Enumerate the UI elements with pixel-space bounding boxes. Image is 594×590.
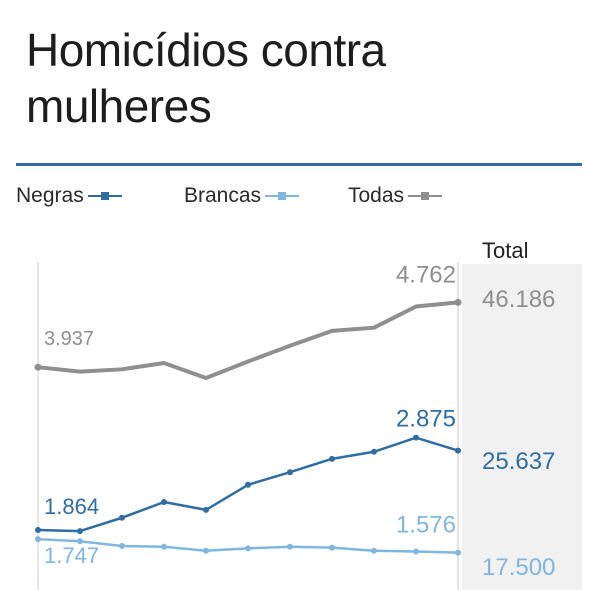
data-point-todas-2005 xyxy=(34,363,42,371)
total-value-todas: 46.186 xyxy=(482,286,555,313)
legend-item-negras[interactable]: Negras xyxy=(16,184,122,208)
data-point-negras-2011 xyxy=(287,469,293,476)
last-value-label-negras: 2.875 xyxy=(396,406,456,433)
data-point-brancas-2011 xyxy=(287,543,293,550)
legend-label-negras: Negras xyxy=(16,184,84,207)
data-point-negras-2008 xyxy=(161,499,167,506)
first-value-label-brancas: 1.747 xyxy=(44,543,99,568)
data-point-todas-2015 xyxy=(454,298,462,306)
total-value-negras: 25.637 xyxy=(482,448,555,475)
data-point-brancas-2015 xyxy=(455,549,461,556)
data-point-negras-2012 xyxy=(329,455,335,462)
first-value-label-negras: 1.864 xyxy=(44,494,99,519)
data-point-brancas-2005 xyxy=(35,536,41,543)
data-point-brancas-2010 xyxy=(245,545,251,552)
data-point-negras-2013 xyxy=(371,448,377,455)
data-point-brancas-2013 xyxy=(371,547,377,554)
data-point-brancas-2009 xyxy=(203,547,209,554)
data-point-negras-2005 xyxy=(35,526,41,533)
data-point-brancas-2014 xyxy=(413,548,419,555)
total-value-brancas: 17.500 xyxy=(482,554,555,581)
last-value-label-brancas: 1.576 xyxy=(396,512,456,539)
data-point-brancas-2008 xyxy=(161,543,167,550)
chart-title: Homicídios contra mulheres xyxy=(26,24,386,132)
legend-swatch-todas xyxy=(408,189,443,203)
data-point-negras-2009 xyxy=(203,506,209,513)
data-point-negras-2007 xyxy=(119,514,125,521)
data-point-negras-2010 xyxy=(245,481,251,488)
legend-item-todas[interactable]: Todas xyxy=(348,184,443,208)
data-point-brancas-2006 xyxy=(77,538,83,545)
first-value-label-todas: 3.937 xyxy=(44,328,94,350)
legend-label-brancas: Brancas xyxy=(184,184,262,207)
data-point-brancas-2012 xyxy=(329,544,335,551)
data-point-negras-2015 xyxy=(455,447,461,454)
totals-header: Total xyxy=(482,238,528,263)
data-point-negras-2014 xyxy=(413,434,419,441)
data-point-brancas-2007 xyxy=(119,543,125,550)
legend-label-todas: Todas xyxy=(348,184,405,207)
last-value-label-todas: 4.762 xyxy=(396,261,456,288)
legend-swatch-brancas xyxy=(265,189,300,203)
legend-swatch-negras xyxy=(87,189,122,203)
title-divider xyxy=(16,163,582,166)
data-point-negras-2006 xyxy=(77,528,83,535)
totals-panel xyxy=(462,264,582,590)
legend-item-brancas[interactable]: Brancas xyxy=(184,184,300,208)
series-line-todas xyxy=(37,300,459,380)
